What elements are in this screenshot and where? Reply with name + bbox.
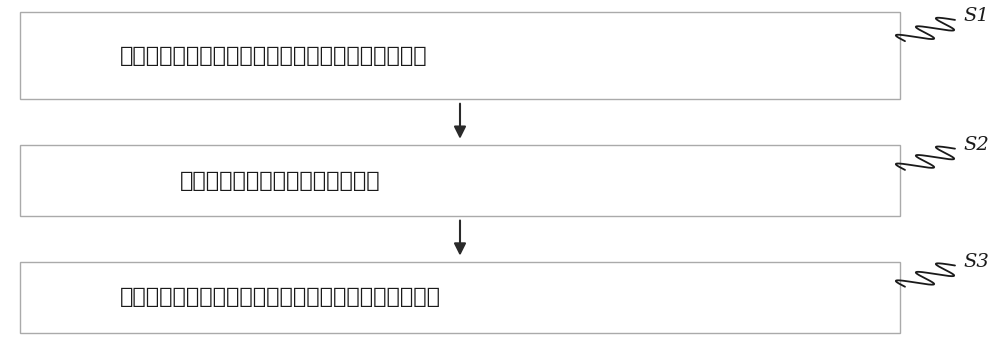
Text: S3: S3 bbox=[963, 253, 989, 271]
Text: 记录冬眠控制模式的实际运行时间: 记录冬眠控制模式的实际运行时间 bbox=[180, 171, 381, 190]
FancyBboxPatch shape bbox=[20, 12, 900, 99]
FancyBboxPatch shape bbox=[20, 145, 900, 216]
Text: 根据冬眠控制模式的实际运行时间切换空调的运行状态: 根据冬眠控制模式的实际运行时间切换空调的运行状态 bbox=[120, 287, 441, 307]
FancyBboxPatch shape bbox=[20, 262, 900, 333]
Text: S1: S1 bbox=[963, 7, 989, 25]
Text: 响应于冬眠控制模式的触发指令，运行冬眠控制模式: 响应于冬眠控制模式的触发指令，运行冬眠控制模式 bbox=[120, 46, 428, 66]
Text: S2: S2 bbox=[963, 136, 989, 154]
